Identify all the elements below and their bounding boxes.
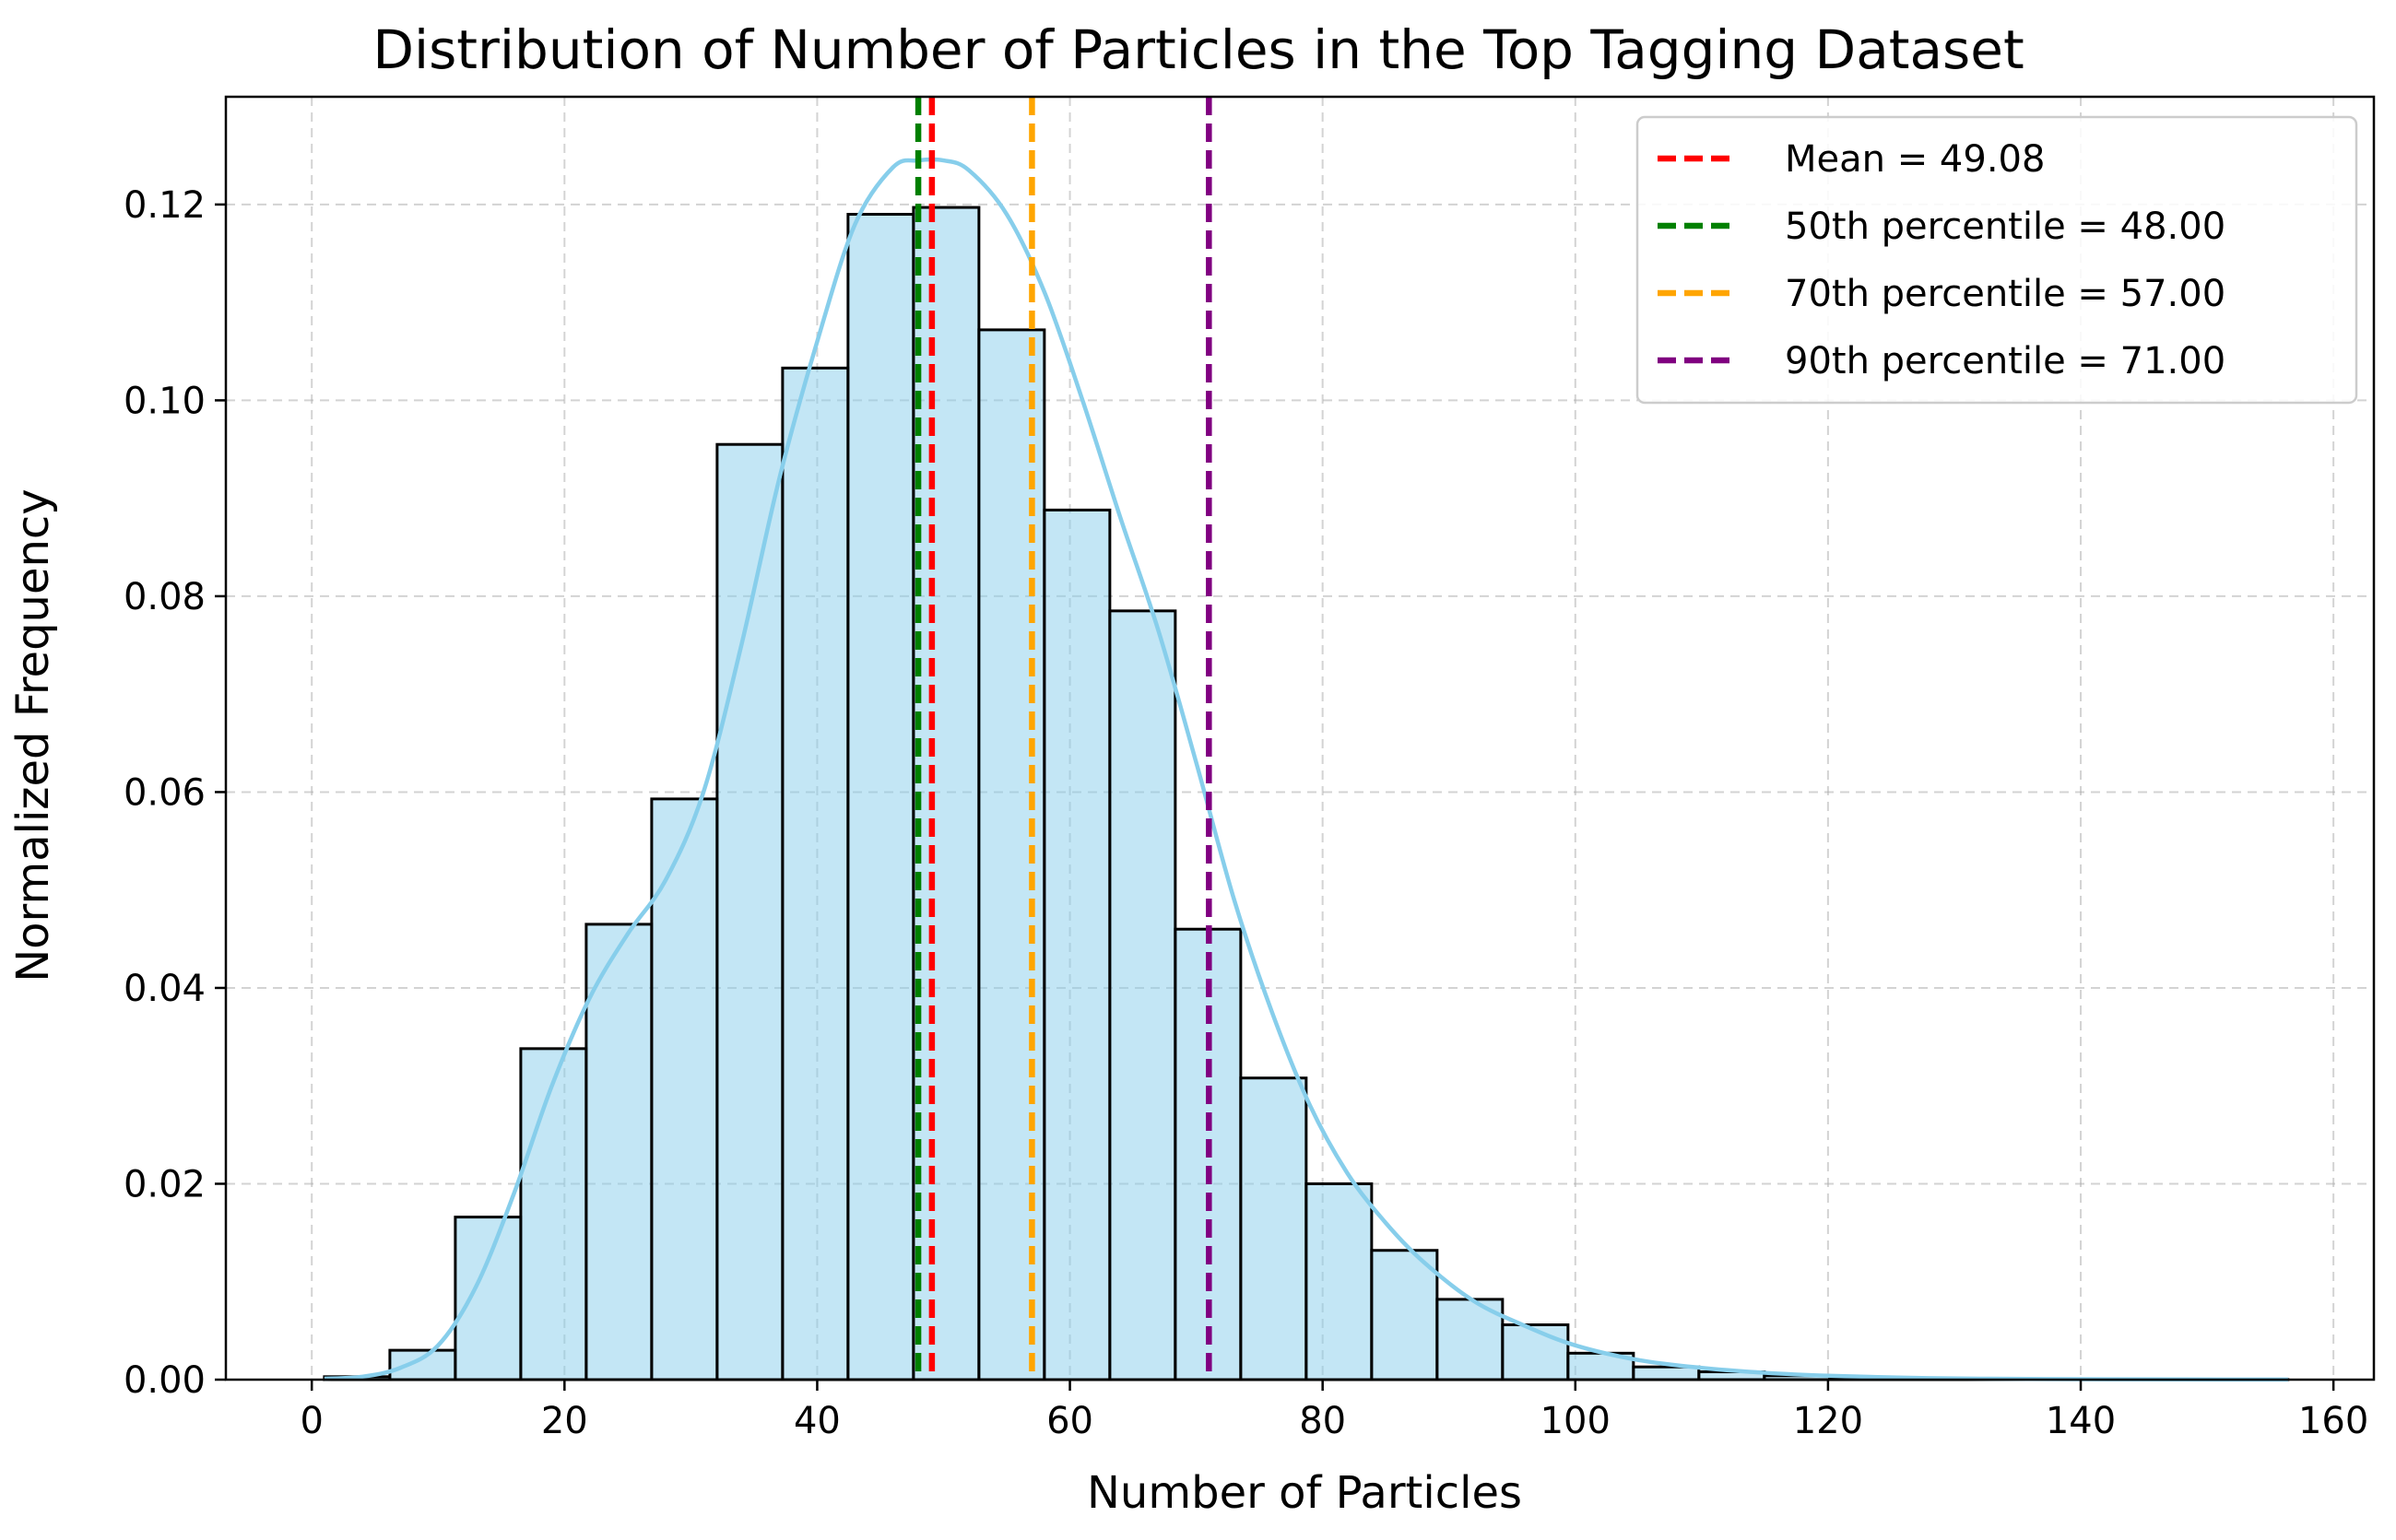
histogram-bar bbox=[584, 923, 654, 1381]
legend-box bbox=[1635, 115, 2358, 405]
y-tick-label: 0.02 bbox=[124, 1163, 206, 1205]
y-axis-label: Normalized Frequency bbox=[7, 488, 59, 982]
histogram-bar bbox=[1043, 508, 1112, 1381]
histogram-bar bbox=[388, 1348, 457, 1381]
x-tick-label: 120 bbox=[1793, 1400, 1863, 1442]
y-tick-label: 0.06 bbox=[124, 771, 206, 814]
legend-label: 90th percentile = 71.00 bbox=[1785, 340, 2225, 382]
y-axis-ticks: 0.00 0.02 0.04 0.06 0.08 0.10 0.12 bbox=[124, 184, 226, 1402]
histogram-bar bbox=[846, 213, 915, 1381]
histogram-bar bbox=[454, 1216, 523, 1381]
legend: Mean = 49.08 50th percentile = 48.00 70th … bbox=[1635, 115, 2358, 405]
y-tick-label: 0.04 bbox=[124, 968, 206, 1010]
histogram-bar bbox=[1108, 609, 1177, 1381]
y-tick-label: 0.08 bbox=[124, 576, 206, 618]
x-axis-ticks: 0 20 40 60 80 100 120 140 160 bbox=[300, 1380, 2368, 1442]
y-tick-label: 0.00 bbox=[124, 1359, 206, 1402]
histogram-bar bbox=[1370, 1249, 1439, 1381]
histogram-bar bbox=[519, 1047, 588, 1381]
x-tick-label: 40 bbox=[794, 1400, 841, 1442]
x-tick-label: 80 bbox=[1299, 1400, 1346, 1442]
x-tick-label: 0 bbox=[300, 1400, 323, 1442]
legend-label: Mean = 49.08 bbox=[1785, 138, 2045, 181]
x-tick-label: 20 bbox=[541, 1400, 588, 1442]
plot-frame bbox=[224, 95, 2376, 1381]
legend-label: 50th percentile = 48.00 bbox=[1785, 206, 2225, 248]
histogram-bar bbox=[781, 366, 850, 1381]
histogram-bar bbox=[912, 206, 981, 1381]
kde-curve-group bbox=[324, 157, 2288, 1382]
histogram-bar bbox=[1239, 1076, 1308, 1381]
histogram-bar bbox=[1632, 1365, 1701, 1381]
x-axis-label: Number of Particles bbox=[1087, 1467, 1522, 1519]
y-tick-label: 0.10 bbox=[124, 380, 206, 422]
kde-curve bbox=[324, 157, 2288, 1382]
histogram-bar bbox=[1304, 1181, 1374, 1381]
x-tick-label: 100 bbox=[1540, 1400, 1611, 1442]
x-tick-label: 160 bbox=[2298, 1400, 2368, 1442]
reference-lines bbox=[915, 97, 1212, 1380]
histogram-bar bbox=[715, 442, 785, 1381]
y-tick-label: 0.12 bbox=[124, 184, 206, 227]
legend-label: 70th percentile = 57.00 bbox=[1785, 273, 2225, 315]
chart-title: Distribution of Number of Particles in t… bbox=[372, 18, 2024, 81]
x-tick-label: 140 bbox=[2046, 1400, 2116, 1442]
x-tick-label: 60 bbox=[1046, 1400, 1093, 1442]
histogram-bar bbox=[1501, 1323, 1570, 1381]
